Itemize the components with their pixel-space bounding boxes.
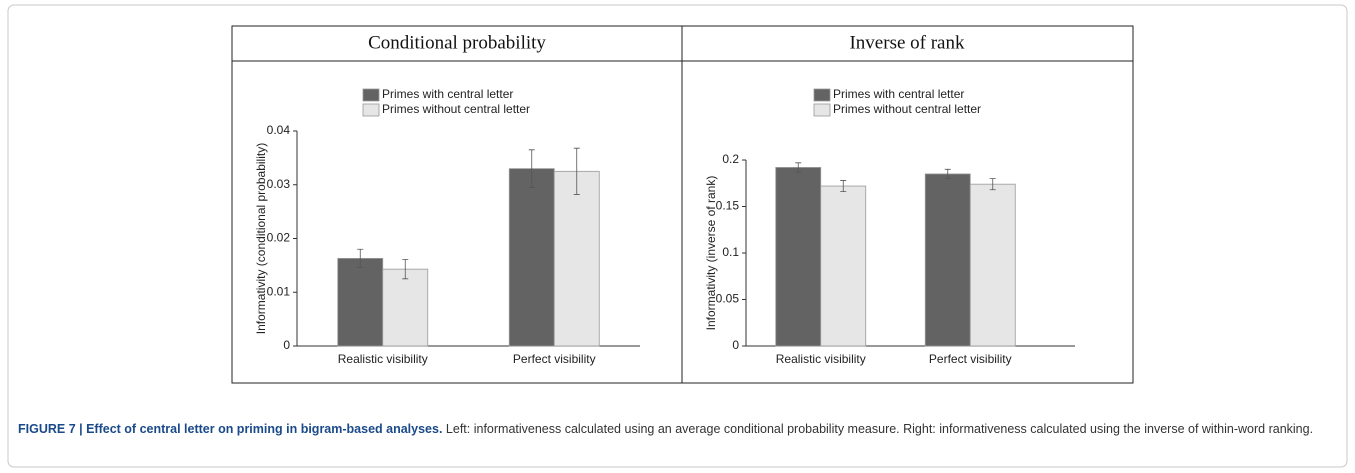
- y-tick-label: 0: [732, 338, 739, 352]
- y-tick-label: 0.05: [716, 292, 740, 306]
- y-tick-label: 0.03: [267, 177, 291, 191]
- x-tick-label: Perfect visibility: [929, 352, 1012, 366]
- error-bar: [795, 162, 802, 173]
- y-tick-label: 0.1: [722, 245, 739, 259]
- bar: [775, 167, 822, 347]
- y-tick-label: 0.01: [267, 284, 291, 298]
- panel-title: Inverse of rank: [849, 32, 965, 53]
- legend-label: Primes without central letter: [382, 102, 530, 116]
- error-bar: [573, 147, 580, 195]
- legend-swatch: [362, 103, 380, 117]
- bar: [924, 173, 971, 347]
- bar: [553, 170, 600, 347]
- x-tick-label: Perfect visibility: [513, 352, 596, 366]
- y-axis-label: Informativity (inverse of rank): [704, 176, 718, 331]
- error-bar: [528, 149, 535, 188]
- y-tick-label: 0: [283, 338, 290, 352]
- panel-title: Conditional probability: [368, 32, 546, 53]
- error-bar: [840, 180, 847, 193]
- error-bar: [357, 248, 364, 268]
- legend-label: Primes with central letter: [833, 87, 964, 101]
- y-tick-label: 0.04: [267, 123, 291, 137]
- y-axis-label: Informativity (conditional probability): [254, 143, 268, 334]
- bar: [337, 257, 384, 347]
- caption-label: FIGURE 7 | Effect of central letter on p…: [18, 422, 443, 436]
- figure-frame: [7, 4, 1348, 468]
- legend-swatch: [362, 88, 380, 102]
- bar: [382, 268, 429, 347]
- caption: FIGURE 7 | Effect of central letter on p…: [18, 418, 1338, 440]
- error-bar: [989, 178, 996, 191]
- legend-swatch: [813, 103, 831, 117]
- legend-label: Primes without central letter: [833, 102, 981, 116]
- caption-text: Left: informativeness calculated using a…: [445, 422, 1314, 436]
- y-tick-label: 0.2: [722, 152, 739, 166]
- x-tick-label: Realistic visibility: [338, 352, 428, 366]
- y-tick-label: 0.15: [716, 199, 740, 213]
- error-bar: [402, 259, 409, 280]
- y-tick-label: 0.02: [267, 231, 291, 245]
- bar: [508, 168, 555, 347]
- legend-label: Primes with central letter: [382, 87, 513, 101]
- bar: [820, 185, 867, 347]
- x-tick-label: Realistic visibility: [776, 352, 866, 366]
- legend-swatch: [813, 88, 831, 102]
- error-bar: [944, 168, 951, 179]
- bar: [969, 183, 1016, 347]
